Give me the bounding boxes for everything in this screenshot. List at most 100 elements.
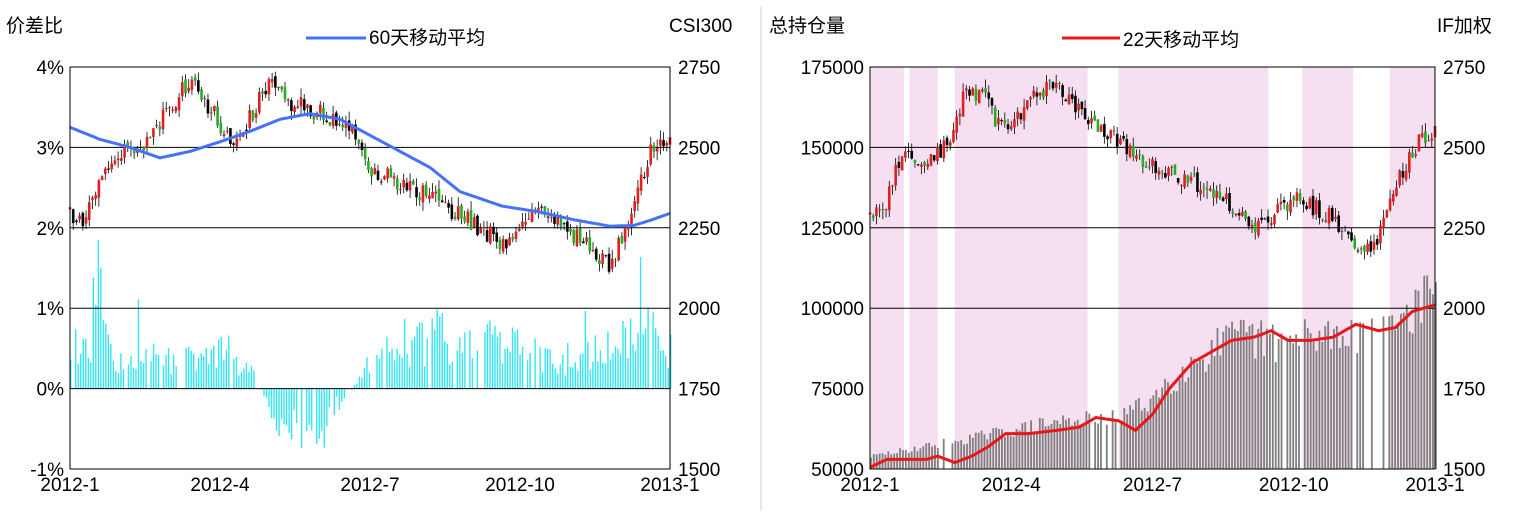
candle-body: [328, 122, 332, 126]
bar: [1068, 418, 1070, 469]
bar: [1001, 429, 1003, 469]
bar: [464, 332, 466, 389]
candle-body: [84, 217, 88, 224]
bar: [185, 347, 187, 389]
candle-body: [993, 107, 997, 127]
candle-body: [562, 223, 566, 225]
bar: [1231, 321, 1233, 469]
candle-body: [107, 168, 110, 170]
candle-body: [1180, 184, 1183, 186]
candle-body: [418, 197, 422, 200]
candle-body: [1260, 217, 1263, 220]
bar: [1152, 395, 1155, 469]
left-x-ticks: 2012-1 2012-4 2012-7 2012-10 2013-1: [40, 475, 699, 496]
candle-body: [1334, 216, 1337, 219]
candle-body: [1356, 250, 1360, 252]
bar: [597, 361, 599, 389]
bar: [574, 362, 577, 389]
bar: [77, 363, 79, 389]
candle-body: [878, 209, 881, 211]
bar: [614, 346, 617, 389]
bar: [441, 312, 443, 389]
bar: [1003, 437, 1006, 469]
bar: [250, 366, 253, 389]
candle-body: [254, 113, 258, 118]
candle-body: [373, 168, 377, 175]
candle-body: [363, 147, 367, 160]
bar: [519, 354, 521, 389]
candle-body: [871, 215, 875, 219]
bar: [1234, 329, 1236, 469]
bar: [509, 352, 511, 389]
bar: [316, 388, 318, 445]
candle-body: [549, 217, 553, 219]
candle-body: [376, 170, 380, 180]
candle-body: [405, 182, 409, 191]
candle-body: [948, 142, 952, 147]
candle-body: [1363, 245, 1366, 252]
bar: [1219, 355, 1222, 469]
candle-body: [1026, 100, 1029, 109]
bar: [115, 371, 117, 389]
candle-body: [424, 184, 428, 197]
bar: [612, 353, 614, 389]
candle-body: [1093, 115, 1097, 121]
bar: [1417, 290, 1420, 469]
bar: [396, 348, 398, 389]
bar: [150, 361, 152, 389]
candle-body: [1228, 193, 1231, 212]
bar: [494, 325, 496, 389]
candle-body: [543, 206, 547, 214]
candle-body: [1058, 83, 1061, 85]
bar: [484, 332, 486, 389]
bar: [1432, 294, 1434, 469]
bar: [363, 368, 366, 389]
bar: [343, 388, 346, 399]
candle-body: [646, 167, 649, 177]
bar: [388, 352, 391, 389]
bar: [925, 443, 928, 469]
candle-body: [1054, 82, 1058, 88]
bar: [1260, 320, 1263, 469]
candle-body: [1298, 193, 1302, 201]
bar: [1088, 413, 1091, 469]
candle-body: [225, 130, 229, 132]
candle-body: [370, 168, 373, 177]
bar: [1204, 371, 1207, 469]
bar: [1251, 323, 1254, 469]
bar: [351, 388, 353, 390]
candle-body: [286, 99, 290, 101]
bar: [1012, 436, 1015, 469]
y-right-tick-label: 2000: [678, 299, 720, 320]
candle-body: [421, 185, 425, 203]
bar: [198, 357, 200, 389]
candle-body: [235, 138, 239, 147]
bar: [489, 320, 491, 389]
bar: [205, 347, 207, 389]
bar: [137, 299, 140, 389]
candle-body: [1000, 120, 1003, 122]
x-tick-label: 2012-10: [1259, 475, 1329, 496]
candle-body: [968, 89, 971, 96]
bar: [1158, 397, 1161, 469]
bar: [1190, 356, 1193, 469]
candle-body: [1379, 225, 1382, 244]
candle-body: [1382, 217, 1385, 228]
candle-body: [309, 105, 312, 117]
candle-body: [1141, 155, 1145, 167]
candle-body: [213, 105, 216, 112]
candle-body: [1411, 152, 1414, 158]
bar: [140, 361, 142, 389]
candle-body: [180, 82, 184, 97]
candle-body: [75, 220, 78, 222]
bar: [1370, 318, 1373, 469]
bar: [1009, 435, 1012, 469]
bar: [75, 329, 77, 389]
right-right-axis-title: IF加权: [1437, 15, 1492, 37]
bar: [624, 327, 627, 389]
candle-body: [556, 214, 560, 225]
candle-body: [1401, 171, 1405, 178]
bar: [358, 376, 361, 389]
candle-body: [466, 211, 470, 223]
bar: [110, 343, 112, 389]
